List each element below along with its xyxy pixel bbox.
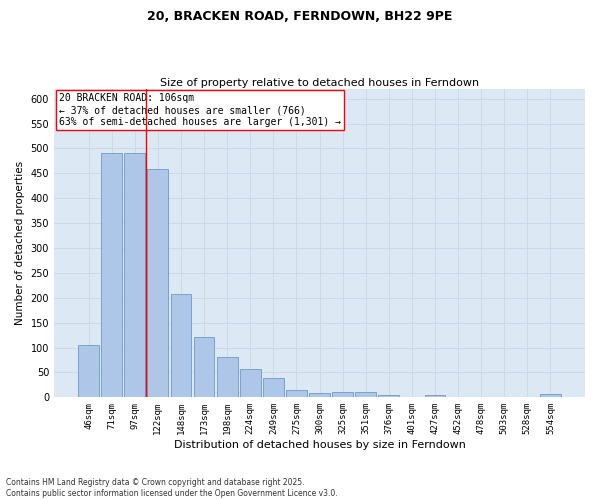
Bar bbox=[124, 154, 145, 398]
Bar bbox=[263, 378, 284, 398]
Bar bbox=[355, 392, 376, 398]
Text: 20 BRACKEN ROAD: 106sqm
← 37% of detached houses are smaller (766)
63% of semi-d: 20 BRACKEN ROAD: 106sqm ← 37% of detache… bbox=[59, 94, 341, 126]
Bar bbox=[286, 390, 307, 398]
Bar bbox=[540, 394, 561, 398]
Bar bbox=[332, 392, 353, 398]
Bar bbox=[309, 394, 330, 398]
Bar bbox=[78, 345, 99, 398]
X-axis label: Distribution of detached houses by size in Ferndown: Distribution of detached houses by size … bbox=[173, 440, 466, 450]
Bar bbox=[217, 356, 238, 398]
Title: Size of property relative to detached houses in Ferndown: Size of property relative to detached ho… bbox=[160, 78, 479, 88]
Bar bbox=[101, 154, 122, 398]
Bar bbox=[379, 396, 399, 398]
Text: Contains HM Land Registry data © Crown copyright and database right 2025.
Contai: Contains HM Land Registry data © Crown c… bbox=[6, 478, 338, 498]
Bar bbox=[194, 336, 214, 398]
Bar bbox=[148, 170, 168, 398]
Bar bbox=[170, 294, 191, 398]
Bar bbox=[425, 395, 445, 398]
Y-axis label: Number of detached properties: Number of detached properties bbox=[15, 161, 25, 325]
Text: 20, BRACKEN ROAD, FERNDOWN, BH22 9PE: 20, BRACKEN ROAD, FERNDOWN, BH22 9PE bbox=[148, 10, 452, 23]
Bar bbox=[240, 369, 260, 398]
